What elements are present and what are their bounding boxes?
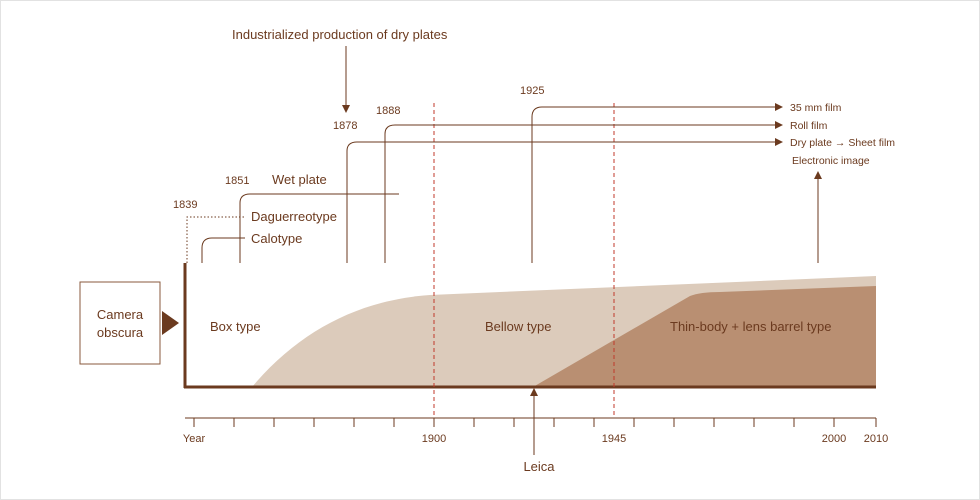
- era-box-type: Box type: [210, 319, 261, 334]
- calotype-line: [201, 237, 245, 263]
- camera-obscura-arrow: [162, 311, 179, 335]
- axis-tick-1945: 1945: [602, 433, 626, 445]
- era-bellow-type: Bellow type: [485, 319, 551, 334]
- camera-obscura-line1: Camera: [97, 307, 144, 322]
- dry-plate-sheet-label: Dry plate → Sheet film: [790, 137, 895, 149]
- wet-plate-line: [239, 193, 399, 263]
- era-thin-body: Thin-body + lens barrel type: [670, 319, 832, 334]
- calotype-label: Calotype: [251, 231, 302, 246]
- roll-film-label: Roll film: [790, 120, 828, 132]
- leica-label: Leica: [523, 459, 555, 474]
- daguerreotype-line: [186, 216, 245, 263]
- year-1839: 1839: [173, 199, 197, 211]
- axis-tick-2010: 2010: [864, 433, 888, 445]
- film-35mm-line: [531, 103, 783, 263]
- electronic-image-label: Electronic image: [792, 155, 870, 167]
- wet-plate-label: Wet plate: [272, 172, 327, 187]
- daguerreotype-label: Daguerreotype: [251, 209, 337, 224]
- thin-body-area: [533, 286, 876, 387]
- year-1878: 1878: [333, 120, 357, 132]
- camera-obscura-line2: obscura: [97, 325, 144, 340]
- year-1851: 1851: [225, 175, 249, 187]
- time-axis: [185, 417, 877, 427]
- axis-tick-2000: 2000: [822, 433, 846, 445]
- dry-plate-annotation: Industrialized production of dry plates: [232, 27, 448, 42]
- year-1888: 1888: [376, 105, 400, 117]
- axis-tick-1900: 1900: [422, 433, 446, 445]
- film-35mm-label: 35 mm film: [790, 102, 842, 114]
- dry-plate-line: [346, 138, 783, 263]
- camera-obscura-box: [79, 281, 161, 365]
- axis-label-year: Year: [183, 433, 206, 445]
- year-1925: 1925: [520, 85, 544, 97]
- roll-film-line: [384, 121, 783, 263]
